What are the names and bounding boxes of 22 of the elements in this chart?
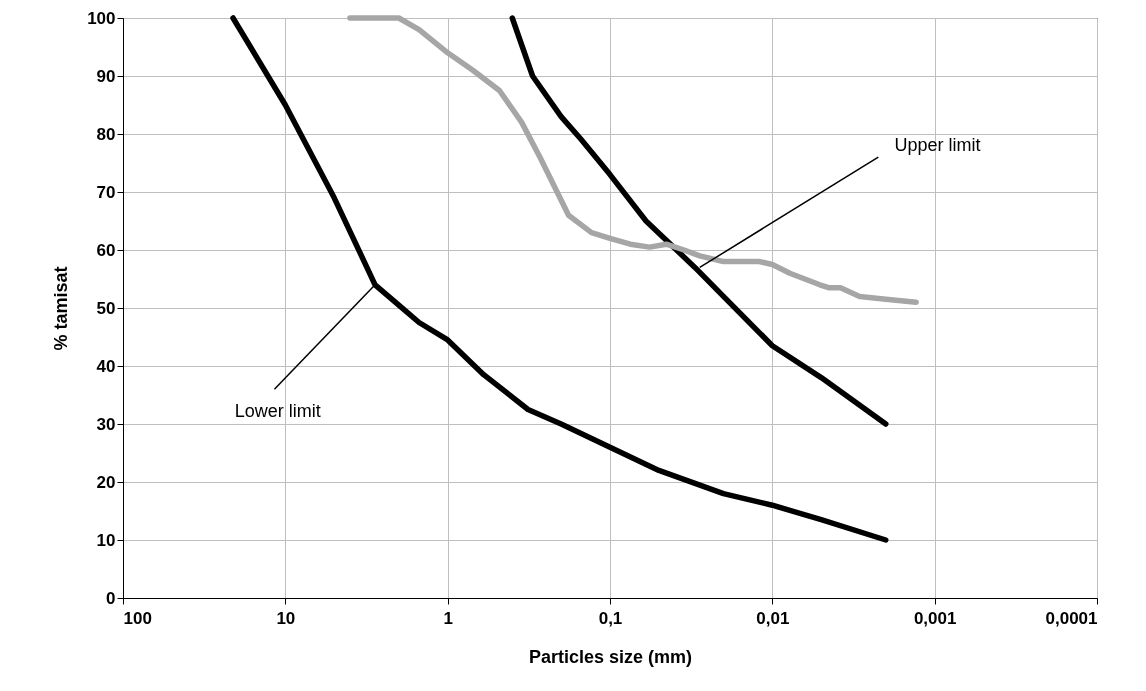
x-tick-label: 0,1 xyxy=(598,608,623,628)
y-tick-label: 30 xyxy=(96,414,116,434)
y-tick-label: 40 xyxy=(96,356,116,376)
x-tick-label: 1 xyxy=(443,608,453,628)
annotation: Lower limit xyxy=(234,401,321,422)
annotation: Upper limit xyxy=(894,134,981,155)
y-tick-label: 90 xyxy=(96,66,116,86)
x-tick-label: 0,0001 xyxy=(1045,608,1098,628)
y-tick-label: 100 xyxy=(87,8,116,28)
x-tick-label: 100 xyxy=(123,608,152,628)
x-tick-label: 10 xyxy=(276,608,296,628)
x-tick-label: 0,001 xyxy=(913,608,957,628)
y-tick-label: 50 xyxy=(96,298,116,318)
x-axis-title: Particles size (mm) xyxy=(528,646,693,667)
y-tick-label: 0 xyxy=(106,588,116,608)
x-tick-label: 0,01 xyxy=(756,608,790,628)
y-tick-label: 70 xyxy=(96,182,116,202)
y-tick-label: 20 xyxy=(96,472,116,492)
y-tick-label: 10 xyxy=(96,530,116,550)
y-tick-label: 80 xyxy=(96,124,116,144)
y-axis-title: % tamisat xyxy=(51,266,72,351)
y-tick-label: 60 xyxy=(96,240,116,260)
